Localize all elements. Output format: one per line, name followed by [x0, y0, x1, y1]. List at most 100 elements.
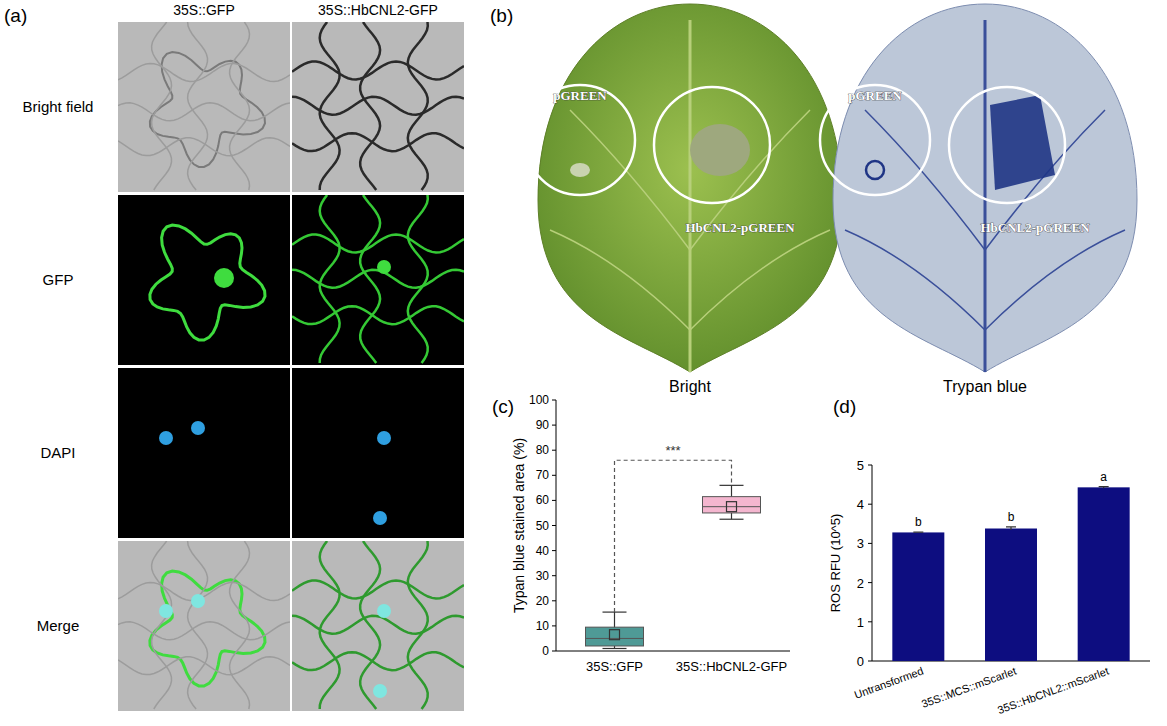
vein	[845, 230, 985, 330]
nucleus	[377, 604, 391, 618]
y-tick	[868, 661, 872, 662]
bar	[1078, 487, 1130, 661]
cell-wall	[292, 581, 464, 599]
cell-wall	[230, 541, 250, 709]
micrograph-bg	[292, 541, 464, 711]
y-tick	[552, 525, 556, 526]
image-caption: Bright	[669, 378, 711, 395]
mean	[610, 630, 620, 640]
micrograph	[118, 541, 290, 711]
cell-wall	[408, 195, 428, 363]
y-tick	[868, 582, 872, 583]
nucleus	[191, 421, 205, 435]
significance-label: ***	[665, 443, 680, 458]
micrograph	[118, 22, 290, 192]
cell-wall	[320, 541, 340, 709]
y-tick	[552, 475, 556, 476]
vein	[984, 20, 987, 372]
x-tick-label: 35S::HbCNL2-GFP	[676, 659, 787, 674]
cell-wall	[292, 616, 464, 634]
panel-label: (a)	[4, 5, 27, 26]
image-caption: Trypan blue	[943, 378, 1027, 395]
cell-wall	[408, 541, 428, 709]
y-tick	[868, 621, 872, 622]
plot-area	[892, 487, 1129, 661]
y-tick-label: 5	[857, 458, 864, 473]
spot-label: HbCNL2-pGREEN	[980, 220, 1090, 235]
x-tick-label: Untransformed	[853, 665, 925, 701]
whisker-cap	[720, 485, 744, 486]
cell-wall	[292, 97, 464, 115]
plot-area	[586, 485, 761, 648]
whisker-cap	[603, 648, 627, 649]
y-tick-label: 3	[857, 536, 864, 551]
group-letter: a	[1100, 470, 1107, 484]
y-tick-label: 50	[536, 519, 550, 533]
vein	[985, 230, 1125, 330]
y-tick-label: 30	[536, 569, 550, 583]
nucleus	[191, 594, 205, 608]
micrograph	[292, 195, 464, 365]
vein	[690, 230, 830, 330]
cell-wall	[118, 622, 290, 640]
infiltration-circle	[820, 85, 930, 195]
micrograph-bg	[118, 541, 290, 711]
error-bar	[913, 531, 923, 533]
micrograph	[292, 368, 464, 538]
cell-wall	[230, 22, 250, 190]
column-header: 35S::GFP	[173, 2, 234, 18]
x-axis	[556, 651, 790, 652]
median	[703, 506, 761, 507]
y-tick	[552, 625, 556, 626]
y-tick-label: 40	[536, 544, 550, 558]
cell-wall	[360, 195, 380, 363]
cell-wall	[188, 541, 208, 709]
y-tick-label: 100	[529, 393, 549, 407]
y-axis	[872, 465, 873, 661]
y-tick-label: 90	[536, 418, 550, 432]
leaf	[833, 4, 1137, 372]
nucleus	[377, 431, 391, 445]
y-tick-label: 0	[857, 654, 864, 669]
y-tick-label: 70	[536, 468, 550, 482]
infiltration-circle	[949, 87, 1065, 203]
micrograph	[292, 22, 464, 192]
spot-label: pGREEN	[553, 88, 607, 103]
panel-label: (d)	[833, 396, 856, 417]
y-tick-label: 10	[536, 619, 550, 633]
error-bar	[1006, 527, 1016, 530]
cell-wall	[292, 62, 464, 80]
y-tick	[552, 500, 556, 501]
row-label: DAPI	[40, 444, 75, 461]
column-header: 35S::HbCNL2-GFP	[318, 2, 438, 18]
y-tick	[552, 575, 556, 576]
row-label: Bright field	[23, 98, 94, 115]
micrograph	[118, 195, 290, 365]
y-tick-label: 60	[536, 493, 550, 507]
nucleus	[214, 268, 234, 288]
y-axis-label: ROS RFU (10^5)	[828, 514, 843, 613]
row-label: Merge	[37, 617, 80, 634]
mean	[727, 502, 737, 512]
cell-wall	[360, 541, 380, 709]
y-tick	[552, 600, 556, 601]
bar	[892, 532, 944, 661]
median	[586, 638, 644, 639]
spot-label: pGREEN	[848, 88, 902, 103]
y-tick-label: 1	[857, 615, 864, 630]
y-tick-label: 20	[536, 594, 550, 608]
panel-label: (b)	[490, 5, 513, 26]
micrograph-bg	[118, 368, 290, 538]
y-tick	[868, 504, 872, 505]
figure: (a)35S::GFP35S::HbCNL2-GFPBright fieldGF…	[0, 0, 1167, 726]
y-tick-label: 80	[536, 443, 550, 457]
cell-wall	[292, 235, 464, 253]
bar	[985, 529, 1037, 661]
leaf	[538, 4, 842, 372]
lesion	[570, 163, 590, 177]
cell-wall	[152, 22, 172, 190]
cell-wall	[360, 22, 380, 190]
vein	[689, 20, 692, 372]
nucleus	[159, 431, 173, 445]
y-tick	[552, 450, 556, 451]
